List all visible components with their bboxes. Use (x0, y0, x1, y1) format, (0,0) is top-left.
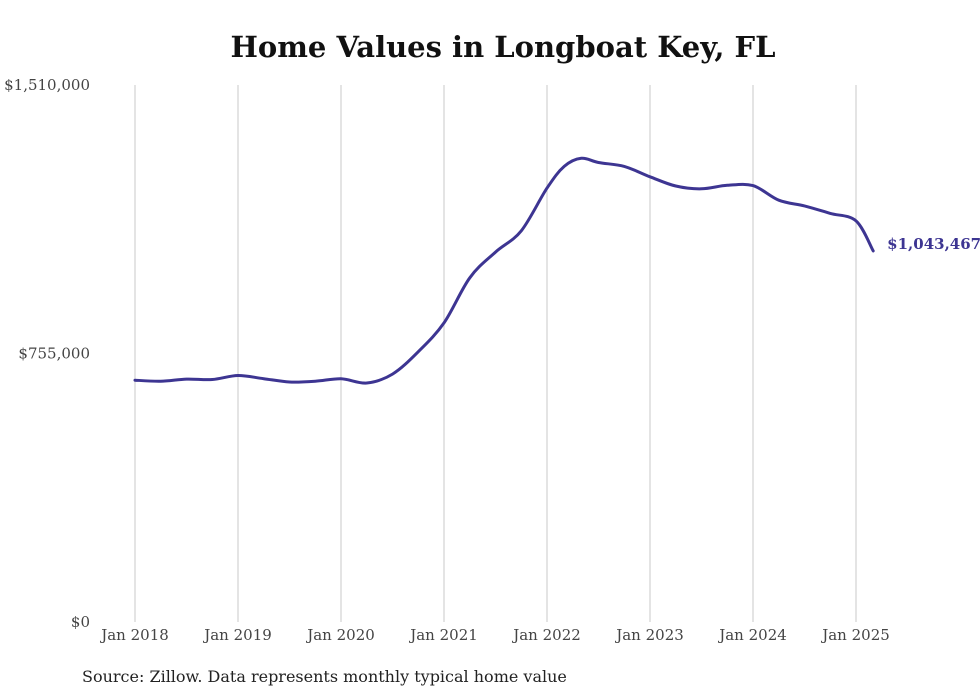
x-tick-label: Jan 2019 (202, 626, 272, 644)
x-tick-label: Jan 2022 (511, 626, 581, 644)
gridlines (134, 85, 857, 622)
x-tick-label: Jan 2020 (305, 626, 375, 644)
x-tick-label: Jan 2021 (408, 626, 478, 644)
y-tick-label: $755,000 (18, 345, 90, 363)
y-axis-ticks: $0 $755,000 $1,510,000 (4, 76, 90, 631)
x-tick-label: Jan 2018 (99, 626, 169, 644)
series-line (133, 156, 875, 385)
x-tick-label: Jan 2023 (614, 626, 684, 644)
x-tick-label: Jan 2025 (820, 626, 890, 644)
y-tick-label: $0 (71, 613, 90, 631)
source-note: Source: Zillow. Data represents monthly … (82, 667, 567, 686)
y-tick-label: $1,510,000 (4, 76, 90, 94)
chart-title: Home Values in Longboat Key, FL (230, 30, 776, 64)
x-axis-ticks: Jan 2018 Jan 2019 Jan 2020 Jan 2021 Jan 2022… (99, 626, 890, 644)
end-value-label: $1,043,467 (887, 235, 980, 253)
series-layer: $1,043,467 (133, 156, 980, 385)
x-tick-label: Jan 2024 (717, 626, 787, 644)
